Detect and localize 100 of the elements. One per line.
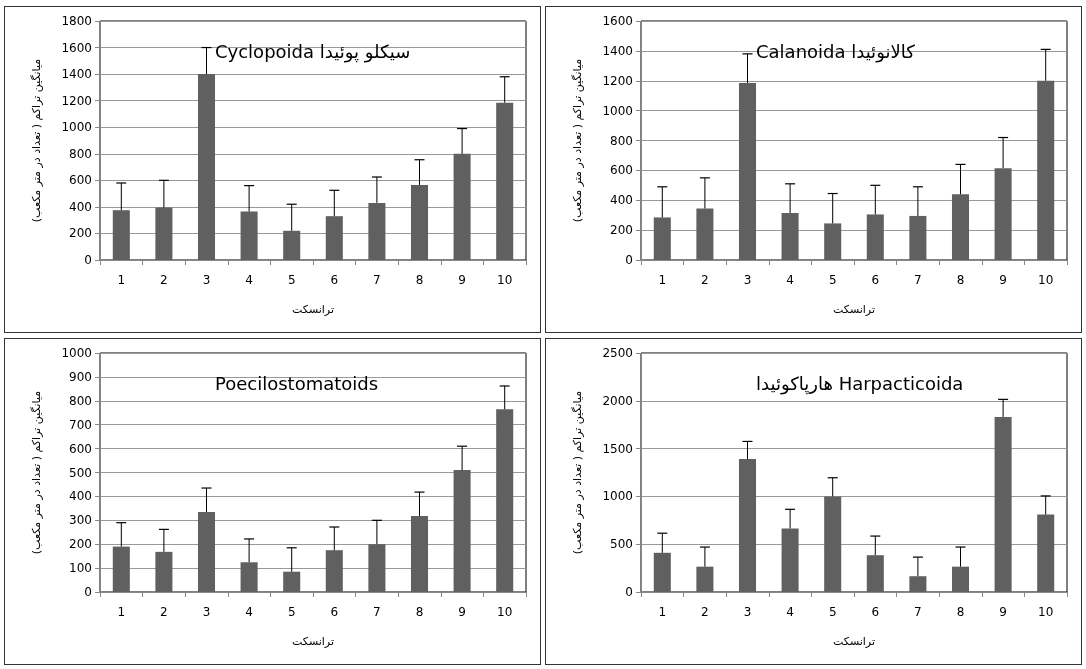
y-tick-label: 600 <box>610 163 633 178</box>
bar <box>951 194 970 260</box>
y-tick-label: 500 <box>69 465 92 480</box>
bar <box>1037 80 1055 260</box>
y-tick-label: 200 <box>610 223 633 238</box>
x-tick-label: 7 <box>373 605 381 619</box>
bar <box>909 215 927 260</box>
y-axis-title: میانگین تراکم ( تعداد در متر مکعب) <box>571 390 584 555</box>
y-tick-label: 0 <box>84 585 92 599</box>
y-tick-label: 500 <box>610 537 633 552</box>
bar <box>696 566 714 592</box>
bar <box>368 544 386 592</box>
x-tick-label: 2 <box>701 605 709 619</box>
x-tick-label: 1 <box>117 605 126 619</box>
bar <box>738 459 757 592</box>
x-tick-label: 1 <box>658 605 667 619</box>
x-axis-title: ترانسکت <box>833 635 875 648</box>
bar <box>325 216 343 260</box>
bar <box>197 511 216 592</box>
y-tick-label: 1000 <box>61 346 92 360</box>
bar <box>453 153 471 260</box>
y-axis-title: میانگین تراکم ( تعداد در متر مکعب) <box>571 58 584 223</box>
y-tick-label: 400 <box>610 193 633 208</box>
x-tick-label: 4 <box>786 605 794 619</box>
x-tick-label: 9 <box>458 605 466 619</box>
y-tick-label: 1800 <box>61 14 92 28</box>
x-tick-label: 2 <box>160 273 168 287</box>
x-tick-label: 5 <box>828 273 837 287</box>
bar <box>824 496 842 592</box>
bar <box>653 552 671 592</box>
x-tick-label: 4 <box>786 273 794 287</box>
x-tick-label: 3 <box>743 273 752 287</box>
bar <box>866 214 884 260</box>
bar <box>994 417 1012 592</box>
bar <box>155 207 173 260</box>
x-tick-label: 10 <box>497 605 513 619</box>
y-tick-label: 800 <box>69 146 92 161</box>
x-tick-label: 1 <box>658 273 667 287</box>
x-tick-label: 9 <box>458 273 466 287</box>
x-tick-label: 7 <box>914 273 922 287</box>
bar <box>824 223 842 260</box>
text: Calanoida کالانوئیدا <box>756 40 916 63</box>
y-tick-label: 1000 <box>61 120 92 135</box>
y-tick-label: 200 <box>69 226 92 241</box>
y-tick-label: 1200 <box>61 93 92 108</box>
bar <box>453 470 471 592</box>
bar <box>283 230 301 260</box>
y-tick-label: 1600 <box>602 14 633 28</box>
x-axis-title: ترانسکت <box>292 635 334 648</box>
bar <box>240 562 258 592</box>
x-axis-title: ترانسکت <box>292 303 334 316</box>
bar <box>1037 514 1055 592</box>
bar <box>994 168 1012 260</box>
x-tick-label: 10 <box>497 273 513 287</box>
y-tick-label: 1200 <box>602 73 633 88</box>
y-tick-label: 800 <box>69 393 92 408</box>
x-tick-label: 9 <box>999 273 1007 287</box>
bar <box>909 576 927 592</box>
y-tick-label: 800 <box>610 133 633 148</box>
x-tick-label: 5 <box>287 273 296 287</box>
y-tick-label: 0 <box>625 585 633 599</box>
bar <box>653 217 671 260</box>
y-tick-label: 600 <box>69 173 92 188</box>
y-tick-label: 1600 <box>61 40 92 55</box>
x-tick-label: 6 <box>871 273 880 287</box>
x-tick-label: 3 <box>202 273 211 287</box>
text: Poecilostomatoids <box>215 372 379 394</box>
bar <box>283 571 301 592</box>
y-tick-label: 400 <box>69 489 92 504</box>
x-tick-label: 6 <box>871 605 880 619</box>
x-tick-label: 6 <box>330 273 339 287</box>
x-tick-label: 2 <box>701 273 709 287</box>
x-tick-label: 4 <box>245 605 253 619</box>
bar <box>325 550 343 592</box>
y-tick-label: 0 <box>84 253 92 267</box>
x-tick-label: 7 <box>373 273 381 287</box>
bar <box>155 551 173 592</box>
bar <box>951 566 970 592</box>
y-axis-title: میانگین تراکم ( تعداد در متر مکعب) <box>30 390 43 555</box>
y-tick-label: 300 <box>69 513 92 528</box>
bar <box>410 516 429 592</box>
bar <box>410 184 429 260</box>
x-tick-label: 10 <box>1038 605 1054 619</box>
y-tick-label: 1400 <box>61 67 92 82</box>
y-tick-label: 1500 <box>602 441 633 456</box>
y-tick-label: 100 <box>69 561 92 576</box>
x-tick-label: 9 <box>999 605 1007 619</box>
y-axis-title: میانگین تراکم ( تعداد در متر مکعب) <box>30 58 43 223</box>
x-tick-label: 8 <box>956 273 965 287</box>
bar <box>866 555 884 592</box>
x-tick-label: 10 <box>1038 273 1054 287</box>
y-tick-label: 0 <box>625 253 633 267</box>
text: هارپاکوئیدا Harpacticoida <box>756 372 964 395</box>
bar <box>112 546 130 592</box>
y-tick-label: 1000 <box>602 103 633 118</box>
y-tick-label: 2500 <box>602 346 633 360</box>
x-tick-label: 6 <box>330 605 339 619</box>
bar <box>197 74 216 260</box>
bar <box>781 528 799 592</box>
bar <box>496 102 514 260</box>
